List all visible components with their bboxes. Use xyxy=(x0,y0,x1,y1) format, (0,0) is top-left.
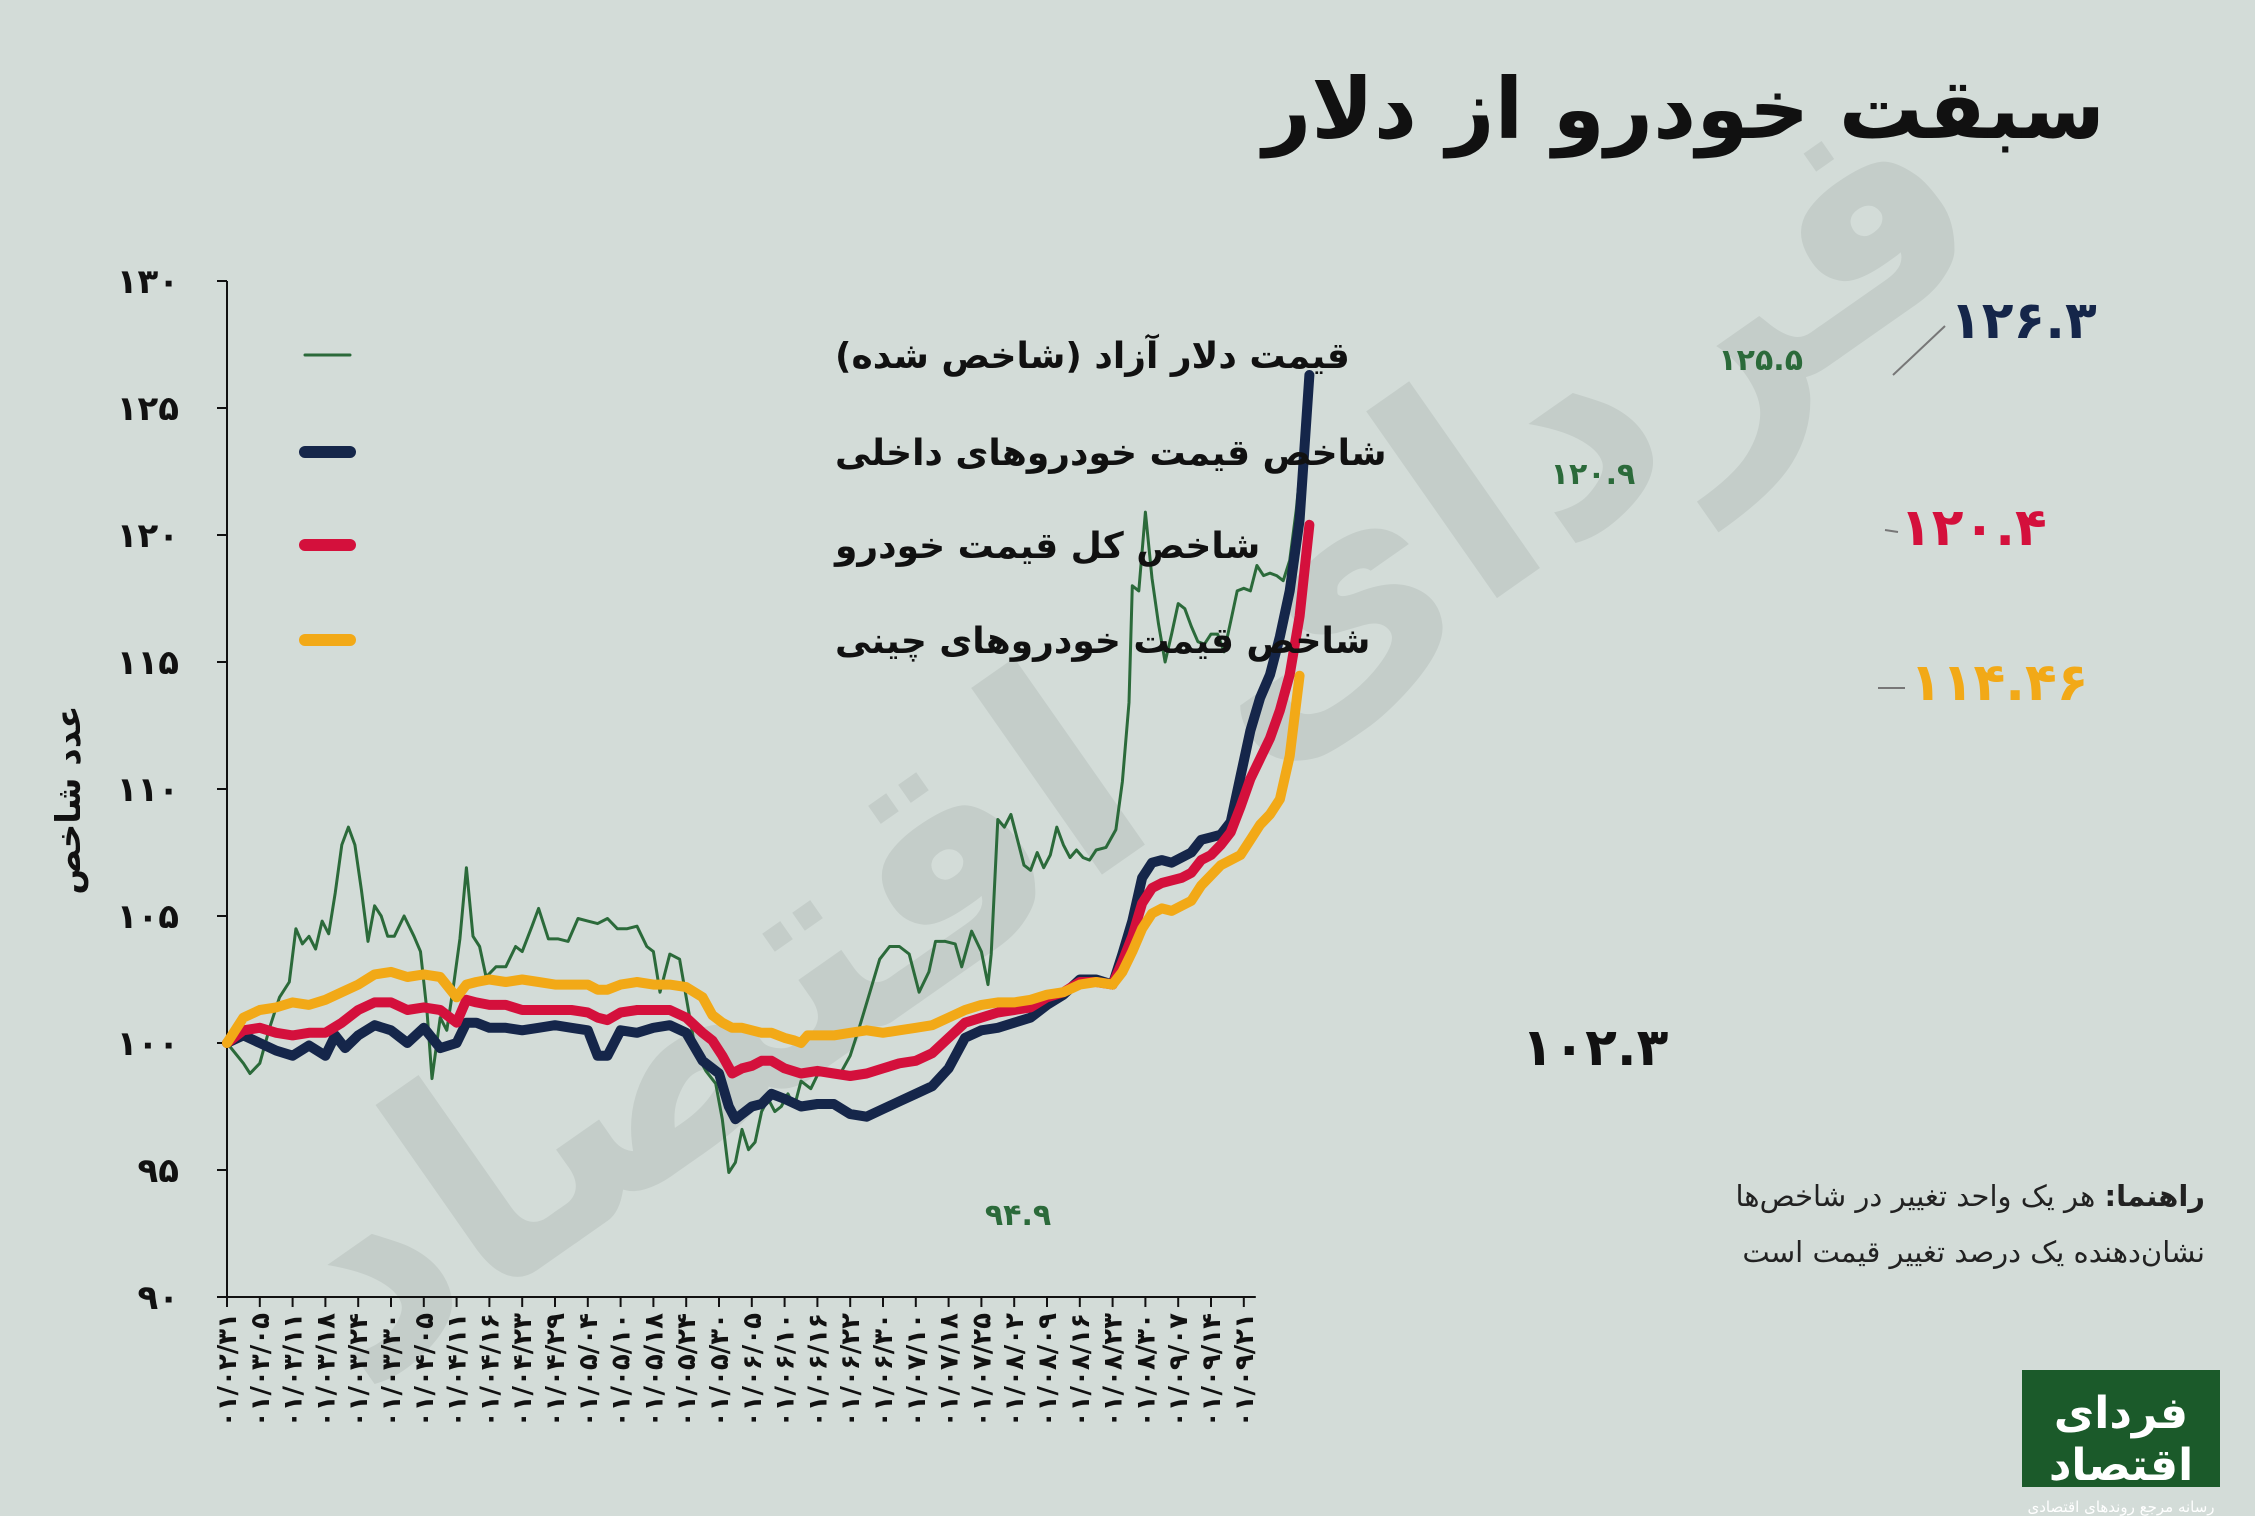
y-tick-label: ۹۰ xyxy=(137,1278,179,1318)
annotation-label-2: ۱۱۴.۴۶ xyxy=(1910,653,2088,713)
annotation-label-5: ۱۲۰.۹ xyxy=(1551,457,1636,492)
legend-label-3: شاخص قیمت خودروهای چینی xyxy=(835,621,1370,662)
x-tick-label: ۰۱/۰۷/۲۵ xyxy=(967,1313,997,1427)
x-tick-label: ۰۱/۰۵/۳۰ xyxy=(705,1313,735,1427)
annotation-leader-0 xyxy=(1892,325,1946,376)
series-line-1 xyxy=(222,370,1315,1125)
x-tick-label: ۰۱/۰۴/۱۱ xyxy=(443,1313,473,1427)
y-tick-label: ۱۳۰ xyxy=(117,262,179,302)
y-tick-label: ۱۲۰ xyxy=(117,516,179,556)
x-tick-label: ۰۱/۰۳/۳۰ xyxy=(377,1313,407,1427)
x-tick-label: ۰۱/۰۶/۳۰ xyxy=(869,1313,899,1427)
y-axis-label: عدد شاخص xyxy=(49,705,89,894)
x-tick-label: ۰۱/۰۸/۰۹ xyxy=(1033,1313,1063,1427)
x-tick-label: ۰۱/۰۲/۳۱ xyxy=(213,1313,243,1427)
y-tick-label: ۱۱۵ xyxy=(117,643,179,683)
x-tick-label: ۰۱/۰۸/۰۲ xyxy=(1000,1313,1030,1427)
x-tick-label: ۰۱/۰۶/۲۲ xyxy=(836,1313,866,1427)
x-tick-label: ۰۱/۰۴/۱۶ xyxy=(475,1313,505,1427)
legend-label-2: شاخص کل قیمت خودرو xyxy=(833,526,1260,567)
annotation-label-6: ۹۴.۹ xyxy=(985,1198,1051,1233)
x-tick-label: ۰۱/۰۷/۱۰ xyxy=(902,1313,932,1427)
x-tick-label: ۰۱/۰۹/۱۴ xyxy=(1197,1313,1227,1427)
series-line-2 xyxy=(222,519,1315,1081)
y-tick-label: ۱۱۰ xyxy=(117,770,179,810)
x-tick-label: ۰۱/۰۶/۱۰ xyxy=(771,1313,801,1427)
x-tick-label: ۰۱/۰۳/۱۱ xyxy=(279,1313,309,1427)
legend: قیمت دلار آزاد (شاخص شده) شاخص قیمت خودرو… xyxy=(299,333,1387,662)
brand-logo: فردای اقتصاد رسانه مرجع روندهای اقتصادی xyxy=(2022,1370,2220,1516)
x-tick-label: ۰۱/۰۳/۲۴ xyxy=(344,1313,374,1427)
annotation-label-1: ۱۲۰.۴ xyxy=(1900,498,2047,558)
x-tick-label: ۰۱/۰۹/۰۷ xyxy=(1164,1313,1194,1427)
legend-label-1: شاخص قیمت خودروهای داخلی xyxy=(835,433,1387,474)
logo-name: فردای اقتصاد xyxy=(2048,1388,2194,1491)
series-line-3 xyxy=(222,670,1305,1048)
chart-title: سبقت خودرو از دلار xyxy=(1262,60,2105,158)
x-tick-label: ۰۱/۰۳/۰۵ xyxy=(246,1313,276,1427)
x-tick-label: ۰۱/۰۵/۰۴ xyxy=(574,1313,604,1427)
x-tick-label: ۰۱/۰۴/۲۹ xyxy=(541,1313,571,1427)
x-tick-label: ۰۱/۰۳/۱۸ xyxy=(311,1313,341,1427)
annotations: ۱۲۶.۳ ۱۲۰.۴ ۱۱۴.۴۶ ۱۰۲.۳ ۱۲۵.۵ ۱۲۰.۹ ۹۴.۹ xyxy=(985,291,2097,1233)
x-tick-label: ۰۱/۰۸/۲۳ xyxy=(1099,1313,1129,1427)
x-tick-label: ۰۱/۰۵/۱۰ xyxy=(607,1313,637,1427)
x-tick-label: ۰۱/۰۵/۲۴ xyxy=(672,1313,702,1427)
guide-line1: هر یک واحد تغییر در شاخص‌ها xyxy=(1735,1179,2105,1213)
x-tick-label: ۰۱/۰۷/۱۸ xyxy=(935,1313,965,1427)
legend-label-0: قیمت دلار آزاد (شاخص شده) xyxy=(835,333,1350,377)
logo-tagline: رسانه مرجع روندهای اقتصادی xyxy=(2027,1498,2215,1516)
x-tick-label: ۰۱/۰۸/۱۶ xyxy=(1066,1313,1096,1427)
y-tick-label: ۱۰۰ xyxy=(117,1024,179,1064)
annotation-label-0: ۱۲۶.۳ xyxy=(1950,291,2097,351)
x-tick-label: ۰۱/۰۴/۰۵ xyxy=(410,1313,440,1427)
guide-bold: راهنما: xyxy=(2104,1179,2205,1213)
x-tick-label: ۰۱/۰۹/۲۱ xyxy=(1230,1313,1260,1427)
x-tick-label: ۰۱/۰۸/۳۰ xyxy=(1131,1313,1161,1427)
x-tick-label: ۰۱/۰۵/۱۸ xyxy=(639,1313,669,1427)
y-tick-label: ۹۵ xyxy=(137,1151,179,1191)
x-tick-label: ۰۱/۰۶/۰۵ xyxy=(738,1313,768,1427)
guide-note: راهنما: هر یک واحد تغییر در شاخص‌ها نشان… xyxy=(1735,1168,2205,1280)
y-tick-label: ۱۲۵ xyxy=(117,389,179,429)
axes: ۹۰ ۹۵ ۱۰۰ ۱۰۵ ۱۱۰ ۱۱۵ ۱۲۰ ۱۲۵ ۱۳۰ ۰۱/۰۲/۳۱ ۰۱/۰۳/۰… xyxy=(117,262,1260,1427)
x-tick-label: ۰۱/۰۶/۱۶ xyxy=(803,1313,833,1427)
series-layer xyxy=(222,370,1315,1174)
annotation-label-3: ۱۰۲.۳ xyxy=(1522,1018,1669,1078)
series-line-0 xyxy=(225,393,1311,1174)
guide-line2: نشان‌دهنده یک درصد تغییر قیمت است xyxy=(1742,1235,2205,1269)
y-tick-label: ۱۰۵ xyxy=(117,897,179,937)
annotation-label-4: ۱۲۵.۵ xyxy=(1718,343,1803,378)
x-tick-label: ۰۱/۰۴/۲۳ xyxy=(508,1313,538,1427)
annotation-leader-1 xyxy=(1884,529,1899,533)
